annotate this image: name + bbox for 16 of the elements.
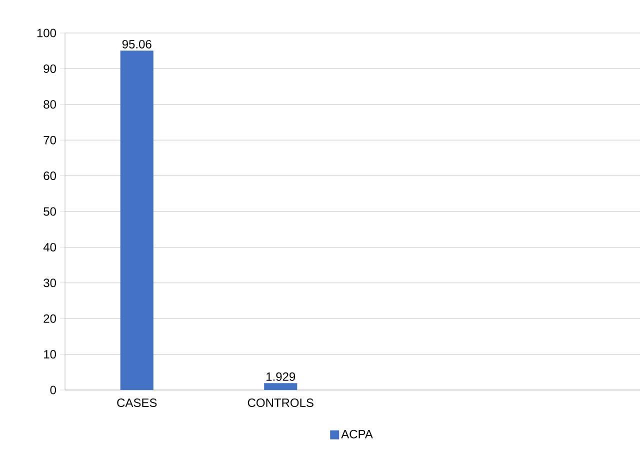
y-tick-label: 20 [44,314,56,323]
x-tick-label: CASES [117,398,157,408]
y-tick-label: 70 [44,136,56,144]
x-tick-label: CONTROLS [248,398,314,408]
y-tick-label: 10 [44,350,56,359]
data-label: 1.929 [266,372,296,381]
data-label: 95.06 [122,40,152,48]
y-tick-label: 60 [44,172,56,180]
y-tick-label: 90 [44,64,56,73]
y-tick-label: 40 [43,242,56,252]
y-tick-label: 30 [44,278,56,288]
legend-label: ACPA [341,430,373,438]
y-tick-label: 100 [37,28,56,38]
y-tick-label: 0 [50,386,56,394]
y-tick-label: 80 [44,100,56,109]
y-tick-label: 50 [44,207,56,216]
